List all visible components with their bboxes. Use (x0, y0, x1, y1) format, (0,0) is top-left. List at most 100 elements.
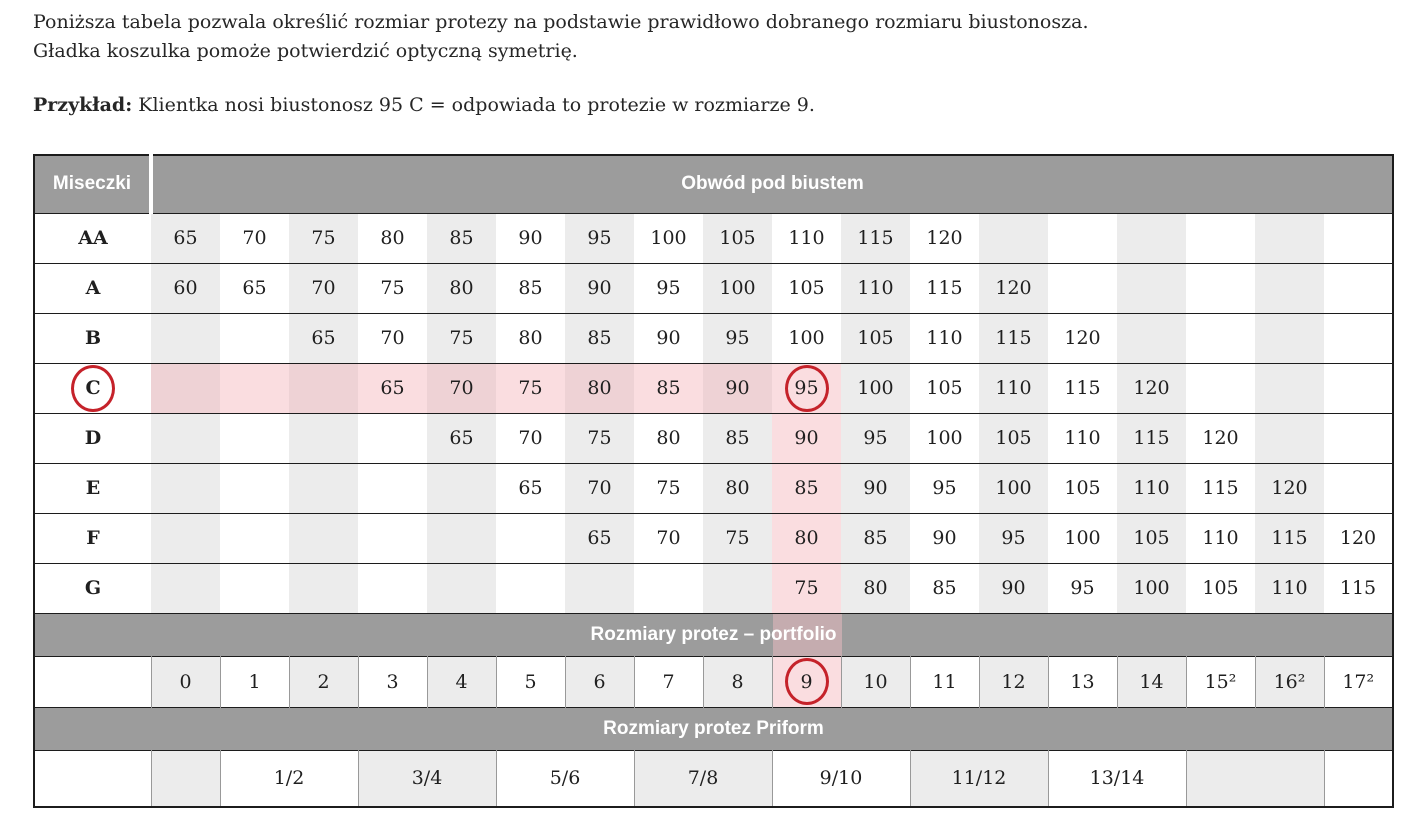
table-header-row: Miseczki Obwód pod biustem (34, 155, 1393, 213)
cell-F-col13: 95 (979, 513, 1048, 563)
cell-C-col7: 80 (565, 363, 634, 413)
portfolio-cell-11: 10 (840, 656, 910, 707)
cell-E-col9: 80 (703, 463, 772, 513)
cell-F-col6 (496, 513, 565, 563)
cell-B-col11: 105 (841, 313, 910, 363)
cell-D-col16: 120 (1186, 413, 1255, 463)
portfolio-cell-7: 6 (564, 656, 634, 707)
cup-row-F: F 65 70 75 80 85 90 95 100 105 110 115 120 (34, 513, 1393, 563)
cell-E-col4 (358, 463, 427, 513)
cell-B-col9: 95 (703, 313, 772, 363)
cell-F-col3 (289, 513, 358, 563)
portfolio-header-row: Rozmiary protez – portfolio (34, 613, 1393, 656)
cup-row-A: A 60 65 70 75 80 85 90 95 100 105 110 115 120 (34, 263, 1393, 313)
cell-A-col1: 60 (151, 263, 220, 313)
cell-G-col11: 80 (841, 563, 910, 613)
priform-cell-9 (1185, 750, 1324, 807)
priform-cell-1 (150, 750, 220, 807)
cell-D-col10: 90 (772, 413, 841, 463)
row-label-E: E (34, 463, 151, 513)
cell-B-col3: 65 (289, 313, 358, 363)
cell-AA-col12: 120 (910, 213, 979, 263)
cell-G-col16: 105 (1186, 563, 1255, 613)
cell-E-col18 (1324, 463, 1393, 513)
cell-A-col14 (1048, 263, 1117, 313)
cell-A-col16 (1186, 263, 1255, 313)
cell-B-col7: 85 (565, 313, 634, 363)
cell-B-col1 (151, 313, 220, 363)
row-label-C: C (34, 363, 151, 413)
intro-text: Poniższa tabela pozwala określić rozmiar… (33, 8, 1415, 120)
cell-C-col3 (289, 363, 358, 413)
cell-C-col15: 120 (1117, 363, 1186, 413)
cell-D-col6: 70 (496, 413, 565, 463)
cell-C-col13: 110 (979, 363, 1048, 413)
cell-AA-col10: 110 (772, 213, 841, 263)
priform-cell-3: 3/4 (357, 750, 496, 807)
cell-D-col18 (1324, 413, 1393, 463)
cell-AA-col15 (1117, 213, 1186, 263)
size-table-body: Miseczki Obwód pod biustem AA 65 70 75 80 85 90 9… (34, 155, 1393, 807)
cell-D-col17 (1255, 413, 1324, 463)
cell-B-col16 (1186, 313, 1255, 363)
cell-AA-col8: 100 (634, 213, 703, 263)
cell-D-col5: 65 (427, 413, 496, 463)
priform-header: Rozmiary protez Priform (34, 707, 1393, 750)
cell-E-col13: 100 (979, 463, 1048, 513)
cup-row-E: E 65 70 75 80 85 90 95 100 105 110 115 120 (34, 463, 1393, 513)
cell-C-col2 (220, 363, 289, 413)
cell-G-col1 (151, 563, 220, 613)
priform-row: 1/2 3/4 5/6 7/8 9/10 11/12 13/14 (34, 750, 1393, 807)
cell-F-col14: 100 (1048, 513, 1117, 563)
cell-E-col12: 95 (910, 463, 979, 513)
cell-AA-col1: 65 (151, 213, 220, 263)
cell-E-col7: 70 (565, 463, 634, 513)
cell-AA-col5: 85 (427, 213, 496, 263)
portfolio-header-text: Rozmiary protez – portfolio (590, 623, 837, 645)
cell-D-col15: 115 (1117, 413, 1186, 463)
priform-cell-5: 7/8 (633, 750, 772, 807)
cell-AA-col11: 115 (841, 213, 910, 263)
cell-G-col7 (565, 563, 634, 613)
cell-B-col6: 80 (496, 313, 565, 363)
cell-C-col5: 70 (427, 363, 496, 413)
cell-E-col11: 90 (841, 463, 910, 513)
cell-E-col3 (289, 463, 358, 513)
cell-E-col14: 105 (1048, 463, 1117, 513)
cell-G-col10: 75 (772, 563, 841, 613)
cell-G-col14: 95 (1048, 563, 1117, 613)
cell-G-col6 (496, 563, 565, 613)
cell-AA-col4: 80 (358, 213, 427, 263)
cell-F-col15: 105 (1117, 513, 1186, 563)
portfolio-cell-2: 1 (219, 656, 289, 707)
cell-G-col12: 85 (910, 563, 979, 613)
portfolio-cell-13: 12 (978, 656, 1048, 707)
cell-A-col17 (1255, 263, 1324, 313)
cell-G-col2 (220, 563, 289, 613)
cell-B-col8: 90 (634, 313, 703, 363)
portfolio-cell-6: 5 (495, 656, 565, 707)
cell-G-col15: 100 (1117, 563, 1186, 613)
cell-E-col17: 120 (1255, 463, 1324, 513)
cell-G-col9 (703, 563, 772, 613)
priform-header-text: Rozmiary protez Priform (603, 717, 824, 739)
corner-header: Miseczki (34, 155, 153, 213)
cell-B-col12: 110 (910, 313, 979, 363)
cell-B-col10: 100 (772, 313, 841, 363)
red-circle-95: 95 (784, 364, 829, 412)
row-label-G: G (34, 563, 151, 613)
cell-F-col12: 90 (910, 513, 979, 563)
intro-line-2: Gładka koszulka pomoże potwierdzić optyc… (33, 40, 578, 62)
cell-F-col10: 80 (772, 513, 841, 563)
band-header: Obwód pod biustem (151, 155, 1393, 213)
cell-G-col18: 115 (1324, 563, 1393, 613)
cell-A-col13: 120 (979, 263, 1048, 313)
cell-C-col12: 105 (910, 363, 979, 413)
cell-C-col11: 100 (841, 363, 910, 413)
portfolio-cell-16: 15² (1185, 656, 1255, 707)
cell-F-col2 (220, 513, 289, 563)
cell-G-col17: 110 (1255, 563, 1324, 613)
cell-A-col15 (1117, 263, 1186, 313)
portfolio-cell-18: 17² (1323, 656, 1393, 707)
portfolio-header: Rozmiary protez – portfolio (34, 613, 1393, 656)
